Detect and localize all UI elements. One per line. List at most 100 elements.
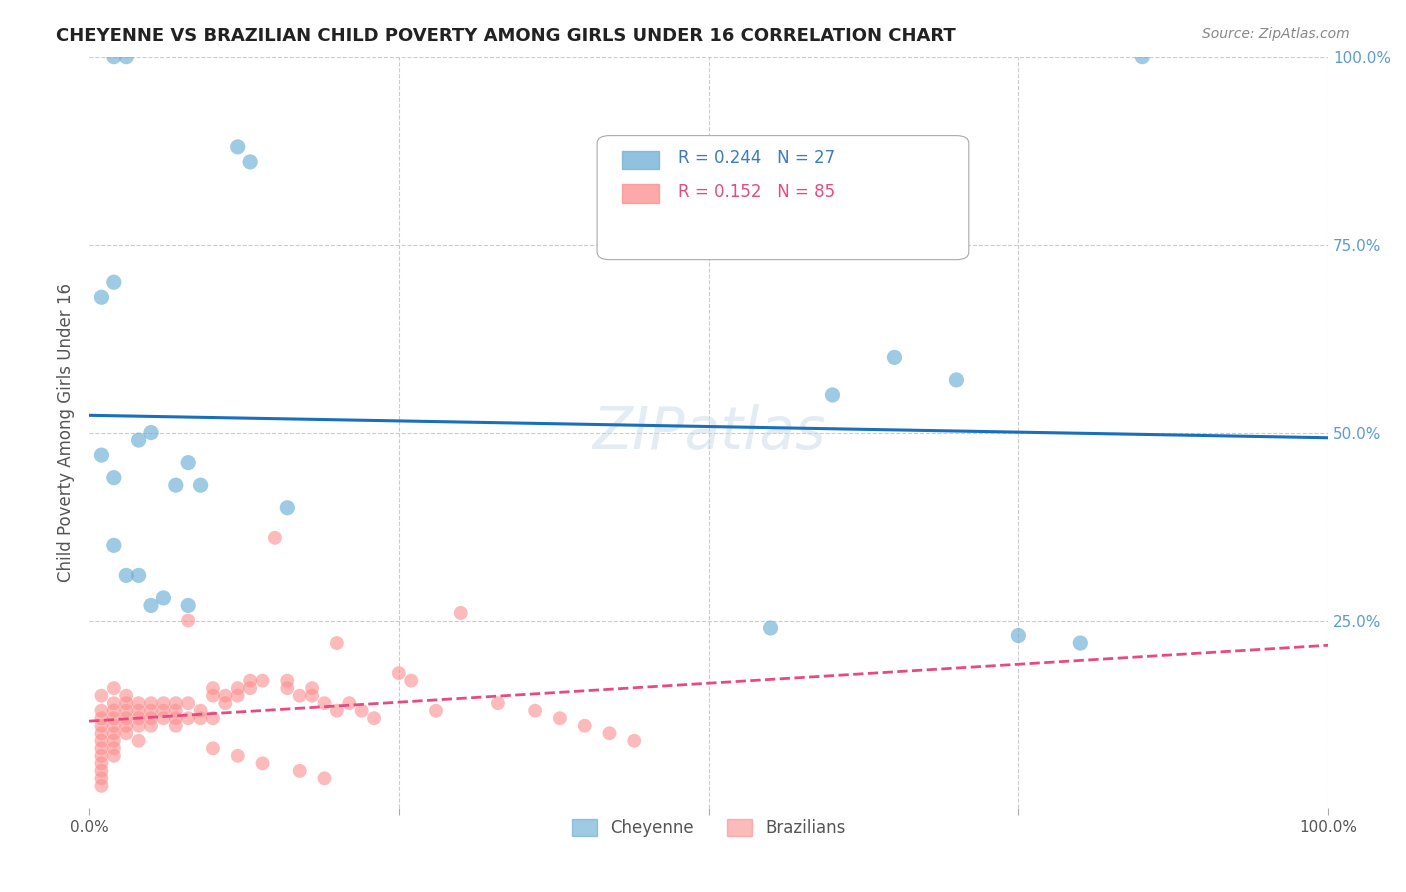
Text: Source: ZipAtlas.com: Source: ZipAtlas.com <box>1202 27 1350 41</box>
Brazilians <box>103 711 125 725</box>
Cheyenne <box>239 155 262 169</box>
Bar <box>621 185 659 203</box>
Brazilians <box>103 733 125 747</box>
Brazilians <box>252 673 274 688</box>
Brazilians <box>165 719 187 733</box>
Brazilians <box>486 696 509 710</box>
Brazilians <box>201 689 224 703</box>
Brazilians <box>226 689 249 703</box>
Cheyenne <box>276 500 298 515</box>
Cheyenne <box>1007 628 1029 642</box>
Brazilians <box>450 606 472 620</box>
Brazilians <box>128 733 150 747</box>
Brazilians <box>399 673 422 688</box>
Cheyenne <box>177 599 200 613</box>
Brazilians <box>139 704 162 718</box>
Brazilians <box>139 719 162 733</box>
Text: R = 0.152   N = 85: R = 0.152 N = 85 <box>678 183 835 201</box>
Brazilians <box>524 704 547 718</box>
Brazilians <box>165 711 187 725</box>
Cheyenne <box>165 478 187 492</box>
Brazilians <box>139 711 162 725</box>
Brazilians <box>90 756 112 771</box>
Brazilians <box>103 748 125 763</box>
Brazilians <box>139 696 162 710</box>
Brazilians <box>388 666 411 681</box>
Brazilians <box>288 689 311 703</box>
Brazilians <box>103 719 125 733</box>
Brazilians <box>90 779 112 793</box>
Cheyenne <box>1130 50 1153 64</box>
Cheyenne <box>90 448 112 462</box>
Brazilians <box>623 733 645 747</box>
Cheyenne <box>1069 636 1091 650</box>
Cheyenne <box>115 50 138 64</box>
Brazilians <box>574 719 596 733</box>
Brazilians <box>288 764 311 778</box>
Brazilians <box>177 696 200 710</box>
Text: CHEYENNE VS BRAZILIAN CHILD POVERTY AMONG GIRLS UNDER 16 CORRELATION CHART: CHEYENNE VS BRAZILIAN CHILD POVERTY AMON… <box>56 27 956 45</box>
Brazilians <box>239 673 262 688</box>
Brazilians <box>103 741 125 756</box>
Cheyenne <box>945 373 967 387</box>
Brazilians <box>90 726 112 740</box>
Bar <box>621 151 659 169</box>
Brazilians <box>128 711 150 725</box>
Brazilians <box>103 704 125 718</box>
Brazilians <box>190 704 212 718</box>
Brazilians <box>152 704 174 718</box>
Brazilians <box>201 711 224 725</box>
Brazilians <box>165 704 187 718</box>
Cheyenne <box>103 275 125 289</box>
Brazilians <box>90 764 112 778</box>
Brazilians <box>350 704 373 718</box>
Brazilians <box>190 711 212 725</box>
Brazilians <box>103 681 125 695</box>
Brazilians <box>276 673 298 688</box>
Brazilians <box>314 696 336 710</box>
Cheyenne <box>128 568 150 582</box>
Brazilians <box>165 696 187 710</box>
Text: ZIPatlas: ZIPatlas <box>592 404 825 461</box>
Brazilians <box>326 636 349 650</box>
Brazilians <box>115 719 138 733</box>
Y-axis label: Child Poverty Among Girls Under 16: Child Poverty Among Girls Under 16 <box>58 283 75 582</box>
Cheyenne <box>90 290 112 304</box>
Brazilians <box>90 741 112 756</box>
Brazilians <box>90 719 112 733</box>
Brazilians <box>115 704 138 718</box>
Brazilians <box>115 696 138 710</box>
Cheyenne <box>152 591 174 605</box>
Brazilians <box>301 681 323 695</box>
Brazilians <box>103 696 125 710</box>
Brazilians <box>548 711 571 725</box>
Brazilians <box>177 614 200 628</box>
Brazilians <box>276 681 298 695</box>
Brazilians <box>314 772 336 786</box>
Brazilians <box>363 711 385 725</box>
Legend: Cheyenne, Brazilians: Cheyenne, Brazilians <box>564 811 853 846</box>
Brazilians <box>201 741 224 756</box>
Brazilians <box>128 719 150 733</box>
Brazilians <box>128 696 150 710</box>
Cheyenne <box>103 471 125 485</box>
Brazilians <box>425 704 447 718</box>
Brazilians <box>90 733 112 747</box>
Brazilians <box>239 681 262 695</box>
Brazilians <box>201 681 224 695</box>
Cheyenne <box>190 478 212 492</box>
Brazilians <box>264 531 287 545</box>
Brazilians <box>226 748 249 763</box>
Brazilians <box>90 772 112 786</box>
Brazilians <box>90 748 112 763</box>
FancyBboxPatch shape <box>598 136 969 260</box>
Brazilians <box>115 711 138 725</box>
Brazilians <box>152 711 174 725</box>
Cheyenne <box>103 538 125 552</box>
Cheyenne <box>115 568 138 582</box>
Brazilians <box>90 689 112 703</box>
Cheyenne <box>821 388 844 402</box>
Brazilians <box>103 726 125 740</box>
Brazilians <box>214 689 236 703</box>
Brazilians <box>301 689 323 703</box>
